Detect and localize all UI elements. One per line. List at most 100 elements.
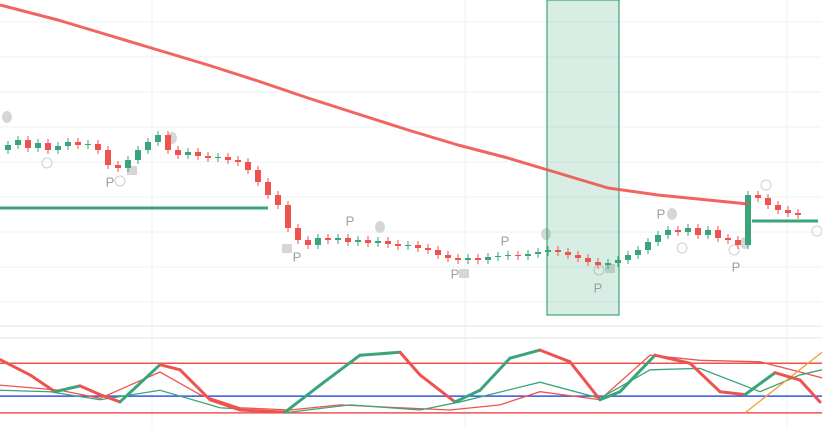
candle-body (505, 255, 511, 256)
candle-body (265, 182, 271, 195)
candle-body (475, 258, 481, 260)
highlight-zone (546, 0, 620, 316)
candle-body (285, 205, 291, 228)
candle-body (255, 170, 261, 182)
oscillator-main-segment (238, 408, 287, 414)
annotation: P (106, 174, 115, 189)
oscillator-main-segment (283, 383, 322, 414)
candle-body (375, 241, 381, 243)
oscillator-line (0, 367, 822, 413)
markers (2, 111, 822, 278)
marker (541, 228, 551, 240)
marker (282, 244, 292, 253)
candle-body (115, 165, 121, 168)
marker (114, 175, 126, 187)
annotation: P (501, 233, 510, 248)
candle-body (85, 144, 91, 145)
candle-body (655, 235, 661, 242)
oscillator-main-segment (208, 398, 242, 412)
candle-body (175, 150, 181, 155)
marker (676, 242, 688, 254)
oscillator-main-segment (453, 388, 482, 404)
candle-body (565, 252, 571, 255)
candle-body (545, 250, 551, 252)
candle-body (335, 238, 341, 240)
marker (459, 269, 469, 278)
candle-body (555, 250, 561, 252)
oscillator-main-segment (358, 350, 402, 357)
candle-body (425, 248, 431, 250)
oscillator-main-segment (718, 390, 747, 397)
candle-body (445, 255, 451, 258)
candle-body (145, 142, 151, 150)
candle-body (245, 162, 251, 170)
candle-body (435, 250, 441, 255)
candle-body (195, 152, 201, 156)
candle-body (745, 195, 751, 245)
candle-body (55, 146, 61, 150)
annotation: P (732, 259, 741, 274)
candle-body (645, 242, 651, 250)
candle-body (365, 240, 371, 243)
candle-body (385, 241, 391, 244)
candle-body (785, 210, 791, 213)
candle-body (155, 135, 161, 142)
marker (41, 157, 53, 169)
annotation: P (293, 249, 302, 264)
marker (127, 166, 137, 175)
candle-body (695, 228, 701, 235)
oscillator-main-segment (743, 371, 777, 397)
candle-body (135, 150, 141, 160)
oscillator-main-segment (478, 356, 512, 392)
candle-body (635, 250, 641, 255)
marker (2, 111, 12, 123)
marker (760, 179, 772, 191)
annotation: P (346, 213, 355, 228)
candle-body (775, 205, 781, 210)
candle-body (765, 198, 771, 205)
oscillator-main-segment (158, 363, 182, 372)
oscillator-main-segment (773, 371, 802, 382)
oscillator-main-segment (508, 348, 542, 360)
oscillator-main-segment (798, 378, 822, 404)
candle-body (465, 258, 471, 260)
candle-body (615, 260, 621, 263)
candle-body (495, 256, 501, 257)
candle-body (325, 238, 331, 240)
candle-body (45, 143, 51, 150)
oscillator-main-segment (418, 373, 457, 404)
marker (605, 264, 615, 273)
candle-body (795, 213, 801, 215)
candle-body (165, 135, 171, 150)
candle-body (755, 195, 761, 198)
oscillator-main-segment (28, 373, 57, 394)
oscillator-main-segment (318, 353, 362, 387)
candle-body (415, 245, 421, 248)
marker (811, 225, 822, 237)
candle-body (225, 157, 231, 160)
oscillator-main-segment (118, 363, 162, 404)
annotation: P (657, 206, 666, 221)
oscillator-main-segment (688, 361, 722, 394)
oscillator-main-segment (618, 353, 657, 394)
annotation: P (451, 266, 460, 281)
candle-body (185, 152, 191, 155)
marker (728, 244, 740, 256)
moving-average (0, 3, 749, 206)
candle-body (725, 238, 731, 240)
oscillator-main-segment (53, 384, 82, 394)
candle-body (95, 144, 101, 150)
candle-body (685, 228, 691, 232)
candle-body (75, 142, 81, 145)
candle-body (595, 262, 601, 265)
candle-body (625, 255, 631, 260)
candle-body (315, 238, 321, 245)
candle-body (65, 142, 71, 146)
candle-body (485, 257, 491, 260)
candle-body (525, 254, 531, 256)
oscillator-line (744, 351, 822, 414)
candle-body (235, 160, 241, 162)
